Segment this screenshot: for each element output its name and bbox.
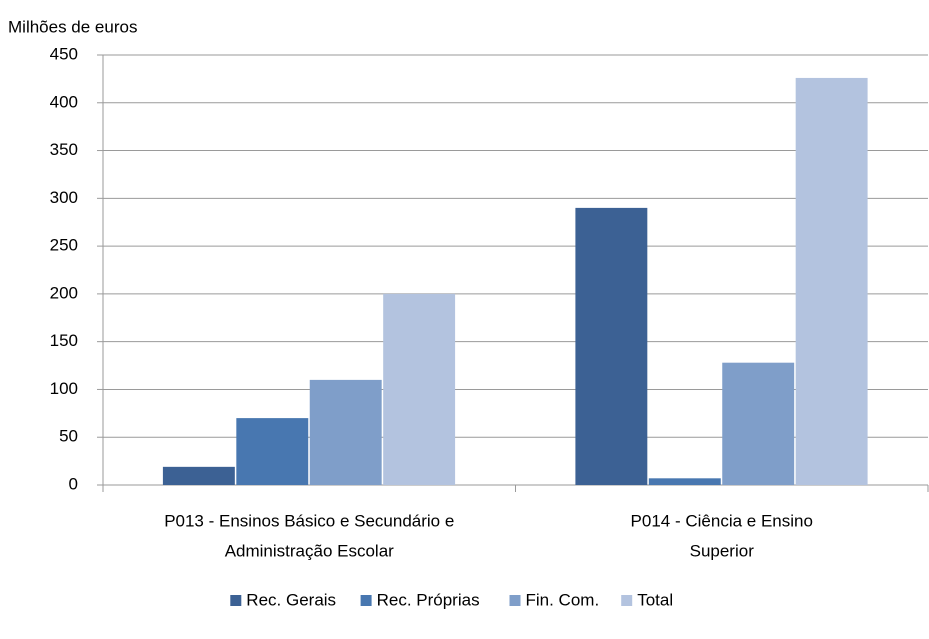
y-axis-label: Milhões de euros xyxy=(8,17,137,36)
bar xyxy=(236,418,309,485)
legend-label: Rec. Gerais xyxy=(246,590,336,609)
y-tick-label: 300 xyxy=(50,188,78,207)
bar xyxy=(722,362,795,485)
legend-label: Fin. Com. xyxy=(526,590,600,609)
legend-swatch xyxy=(230,595,242,606)
y-tick-label: 200 xyxy=(50,283,78,302)
legend-label: Rec. Próprias xyxy=(377,590,480,609)
x-tick-label: Superior xyxy=(690,541,755,560)
legend-swatch xyxy=(509,595,521,606)
bar xyxy=(575,207,648,485)
y-tick-label: 250 xyxy=(50,236,78,255)
bar xyxy=(383,293,456,485)
y-tick-label: 50 xyxy=(59,427,78,446)
y-tick-label: 0 xyxy=(69,474,78,493)
legend-swatch xyxy=(621,595,633,606)
y-tick-label: 350 xyxy=(50,140,78,159)
y-tick-label: 100 xyxy=(50,379,78,398)
legend-swatch xyxy=(360,595,372,606)
bar xyxy=(309,379,382,485)
x-tick-label: P014 - Ciência e Ensino xyxy=(631,511,813,530)
y-tick-label: 450 xyxy=(50,44,78,63)
x-tick-label: Administração Escolar xyxy=(225,541,394,560)
bar xyxy=(795,77,868,485)
bar xyxy=(648,478,721,485)
bar xyxy=(162,466,235,485)
legend-label: Total xyxy=(637,590,673,609)
x-tick-label: P013 - Ensinos Básico e Secundário e xyxy=(164,511,454,530)
y-tick-label: 400 xyxy=(50,92,78,111)
y-tick-label: 150 xyxy=(50,331,78,350)
